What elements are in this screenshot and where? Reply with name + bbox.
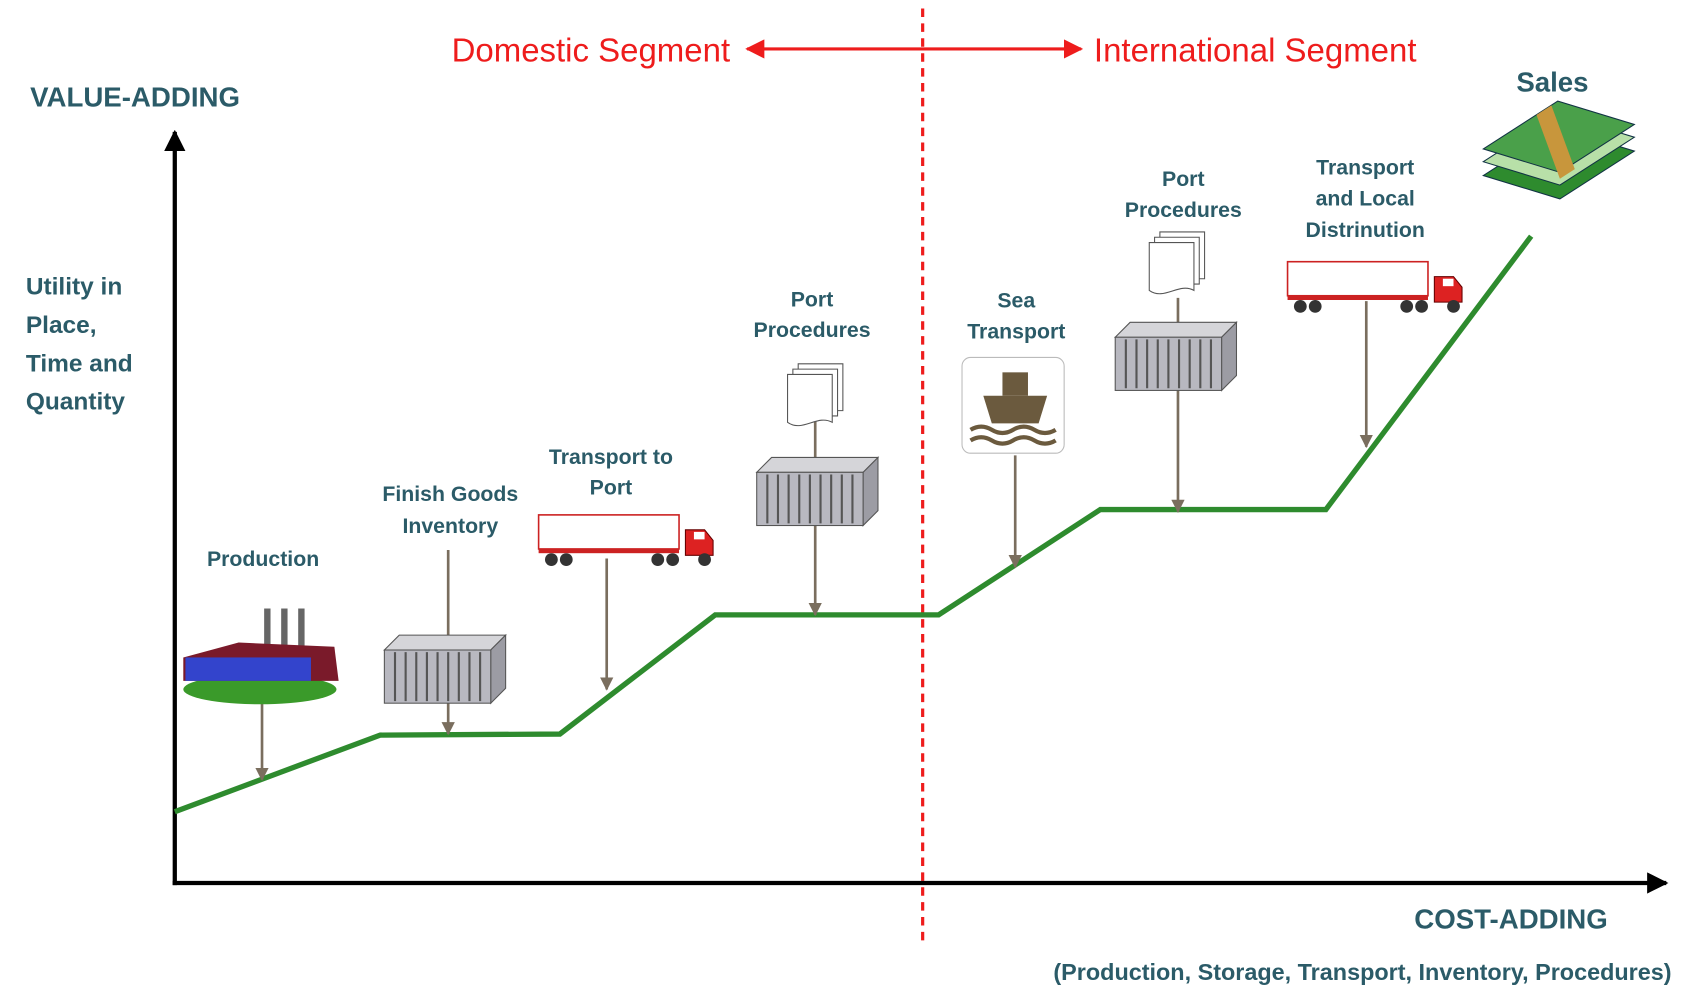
stage-label: Transport to [549,445,673,469]
documents-icon [787,363,844,427]
factory-icon [183,608,339,705]
money-icon [1482,100,1636,200]
stage-label: Sea [997,288,1035,312]
stage-label: Procedures [1125,198,1242,222]
value-line [173,234,1534,815]
x-axis-subtitle: (Production, Storage, Transport, Invento… [1053,959,1671,985]
domestic-label: Domestic Segment [452,32,731,69]
container-icon [755,456,880,527]
stage-label: Finish Goods [382,482,518,506]
stage-label: Sales [1516,66,1588,97]
stage-label: Procedures [754,318,871,342]
stage-label: Port [590,476,633,500]
stage-label: Port [1162,167,1205,191]
documents-icon [1148,231,1206,295]
y-axis-title: VALUE-ADDING [30,81,240,112]
stage-label: Port [791,287,834,311]
truck-icon [1286,260,1463,314]
container-icon [383,634,507,705]
y-axis-subtitle: Quantity [26,389,126,416]
stage-label: Transport [1316,155,1414,179]
international-label: International Segment [1094,32,1417,69]
stage-label: Distrinution [1306,218,1425,242]
container-icon [1114,321,1238,392]
y-axis-subtitle: Time and [26,350,133,377]
y-axis-subtitle: Utility in [26,274,122,301]
stage-label: Production [207,547,319,571]
y-axis-subtitle: Place, [26,312,97,339]
stage-label: Inventory [402,514,498,538]
stage-label: and Local [1316,186,1415,210]
stage-label: Transport [967,319,1065,343]
x-axis-title: COST-ADDING [1414,904,1607,935]
ship-icon [961,356,1065,454]
truck-icon [537,514,714,567]
